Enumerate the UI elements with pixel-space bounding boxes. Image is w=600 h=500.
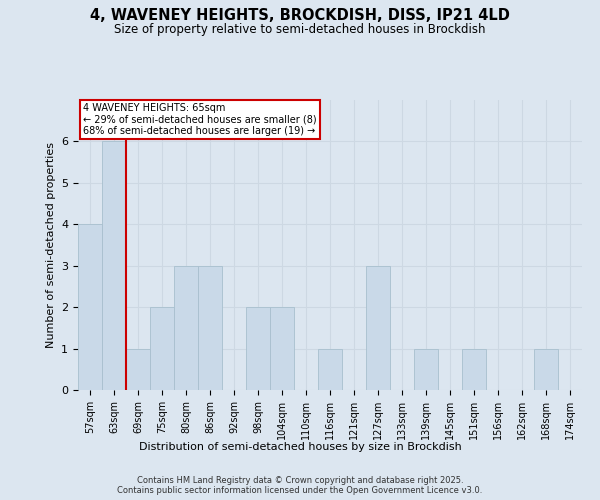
Bar xyxy=(174,266,198,390)
Bar xyxy=(246,307,270,390)
Text: 4 WAVENEY HEIGHTS: 65sqm
← 29% of semi-detached houses are smaller (8)
68% of se: 4 WAVENEY HEIGHTS: 65sqm ← 29% of semi-d… xyxy=(83,103,317,136)
Text: 4, WAVENEY HEIGHTS, BROCKDISH, DISS, IP21 4LD: 4, WAVENEY HEIGHTS, BROCKDISH, DISS, IP2… xyxy=(90,8,510,22)
Bar xyxy=(534,348,558,390)
Bar xyxy=(126,348,150,390)
Bar xyxy=(366,266,390,390)
Bar xyxy=(270,307,294,390)
Bar xyxy=(78,224,102,390)
Text: Distribution of semi-detached houses by size in Brockdish: Distribution of semi-detached houses by … xyxy=(139,442,461,452)
Bar xyxy=(462,348,486,390)
Bar xyxy=(198,266,222,390)
Text: Contains HM Land Registry data © Crown copyright and database right 2025.
Contai: Contains HM Land Registry data © Crown c… xyxy=(118,476,482,495)
Y-axis label: Number of semi-detached properties: Number of semi-detached properties xyxy=(46,142,56,348)
Bar xyxy=(150,307,174,390)
Text: Size of property relative to semi-detached houses in Brockdish: Size of property relative to semi-detach… xyxy=(114,22,486,36)
Bar xyxy=(102,142,126,390)
Bar xyxy=(414,348,438,390)
Bar xyxy=(318,348,342,390)
